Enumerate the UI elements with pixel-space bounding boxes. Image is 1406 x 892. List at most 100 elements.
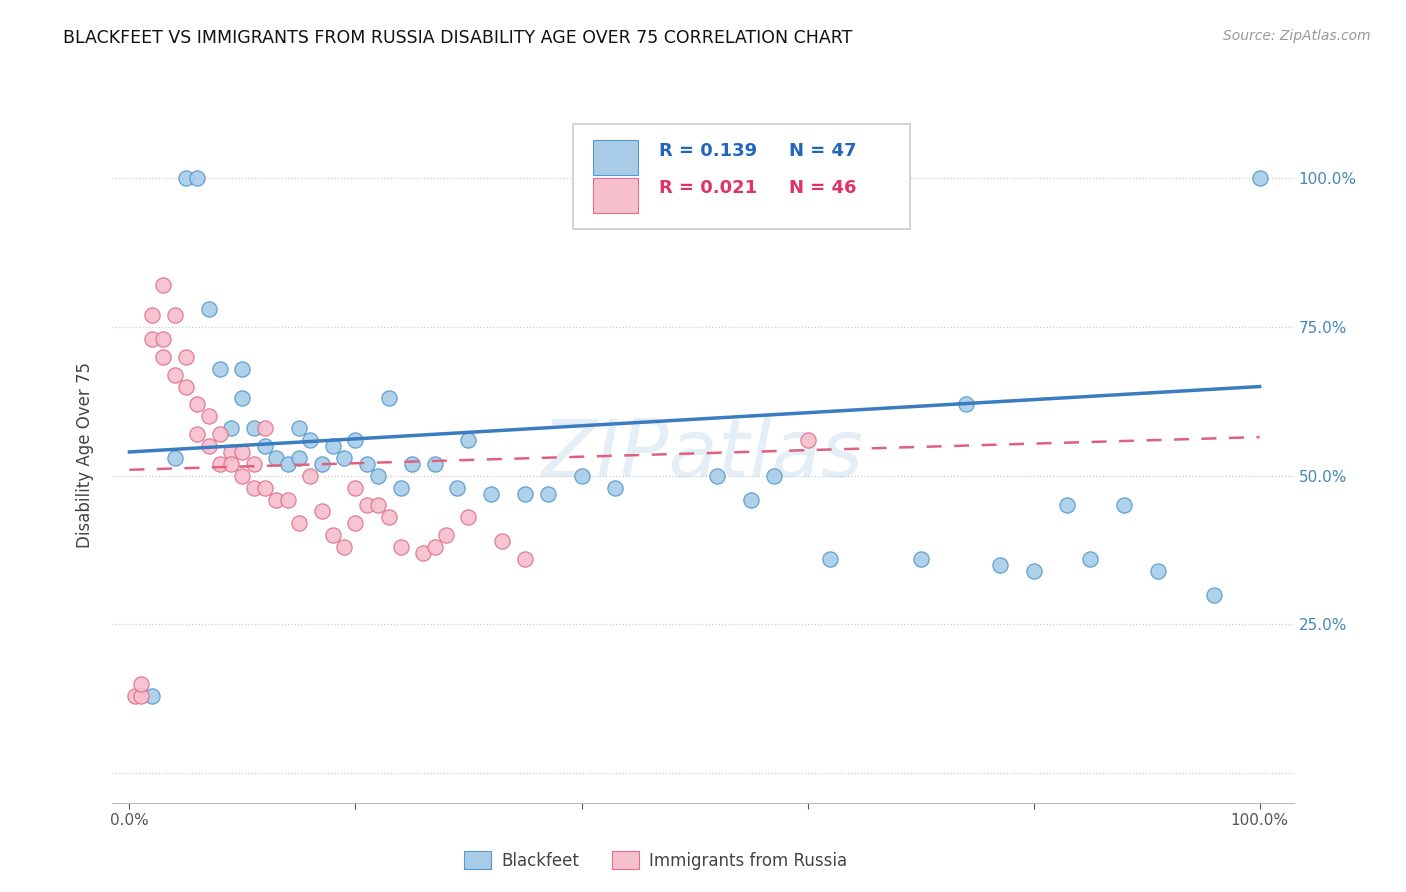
Point [367,468,389,483]
Point [491,534,513,549]
Point [163,368,186,382]
Point [197,302,219,317]
Point [129,677,152,691]
Point [266,492,288,507]
Point [910,552,932,566]
Point [174,350,197,364]
Point [446,481,468,495]
Point [740,492,762,507]
Text: R = 0.139: R = 0.139 [659,142,758,160]
Text: N = 47: N = 47 [789,142,856,160]
Text: R = 0.021: R = 0.021 [659,179,758,197]
Point [1204,588,1226,602]
Point [434,528,457,542]
Point [356,499,378,513]
Point [186,171,208,186]
Point [208,427,231,442]
Point [288,421,311,435]
Point [231,361,253,376]
Point [344,516,367,531]
Point [152,278,174,293]
Point [152,332,174,346]
Point [513,552,536,566]
Point [163,308,186,322]
Point [124,689,146,703]
Point [208,361,231,376]
Point [311,457,333,471]
Point [288,450,311,465]
Point [242,421,264,435]
Point [818,552,841,566]
Text: N = 46: N = 46 [789,179,856,197]
Point [219,445,242,459]
Y-axis label: Disability Age Over 75: Disability Age Over 75 [76,362,94,548]
Point [762,468,785,483]
Point [333,450,356,465]
Point [141,689,163,703]
Point [356,457,378,471]
Point [1056,499,1078,513]
Point [344,481,367,495]
Point [163,450,186,465]
Point [706,468,728,483]
Point [389,540,412,554]
Point [378,510,401,524]
Point [231,468,253,483]
Point [1022,564,1045,578]
Point [605,481,627,495]
Text: Source: ZipAtlas.com: Source: ZipAtlas.com [1223,29,1371,43]
FancyBboxPatch shape [593,140,638,175]
Point [254,421,277,435]
Point [299,433,322,447]
Point [186,397,208,411]
Point [423,457,446,471]
Point [266,450,288,465]
Point [231,392,253,406]
Point [423,540,446,554]
Point [277,457,299,471]
Point [389,481,412,495]
Point [242,457,264,471]
FancyBboxPatch shape [574,124,910,229]
Point [988,558,1011,572]
Point [367,499,389,513]
Point [231,445,253,459]
Point [174,379,197,393]
Point [536,486,558,500]
Point [1147,564,1170,578]
Point [254,481,277,495]
Point [219,421,242,435]
Point [479,486,502,500]
Point [571,468,593,483]
Point [322,528,344,542]
Point [208,457,231,471]
Point [141,332,163,346]
Point [401,457,423,471]
Point [277,492,299,507]
Point [242,481,264,495]
Point [322,439,344,453]
Point [1078,552,1101,566]
Point [457,433,479,447]
Text: BLACKFEET VS IMMIGRANTS FROM RUSSIA DISABILITY AGE OVER 75 CORRELATION CHART: BLACKFEET VS IMMIGRANTS FROM RUSSIA DISA… [63,29,852,46]
Point [186,427,208,442]
Point [344,433,367,447]
Point [174,171,197,186]
FancyBboxPatch shape [593,178,638,213]
Point [197,409,219,424]
Point [197,439,219,453]
Point [288,516,311,531]
Point [1249,171,1271,186]
Point [1112,499,1135,513]
Point [141,308,163,322]
Legend: Blackfeet, Immigrants from Russia: Blackfeet, Immigrants from Russia [456,843,855,878]
Point [457,510,479,524]
Point [299,468,322,483]
Point [311,504,333,518]
Point [955,397,977,411]
Point [333,540,356,554]
Point [378,392,401,406]
Point [412,546,434,560]
Point [513,486,536,500]
Point [152,350,174,364]
